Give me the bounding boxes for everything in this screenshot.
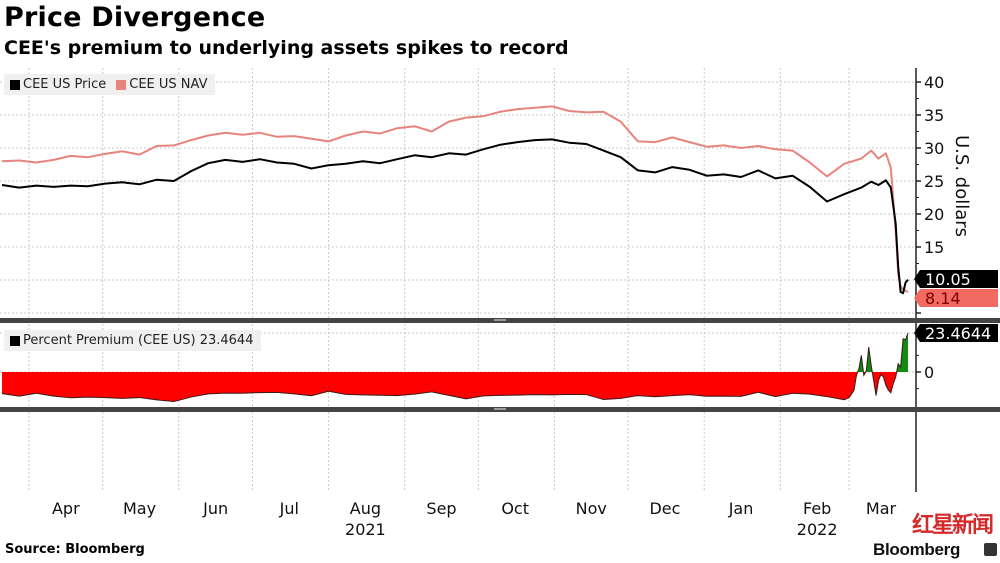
chart-subtitle: CEE's premium to underlying assets spike… — [4, 37, 569, 59]
value-callouts: 10.058.14 23.4644 — [914, 270, 998, 343]
y-tick-label: 0 — [924, 363, 934, 382]
x-tick-label: Jan — [728, 499, 754, 518]
separator-handle — [494, 408, 506, 410]
y-tick-label: 20 — [924, 205, 944, 224]
upper-legend: CEE US Price CEE US NAV — [4, 74, 216, 95]
legend-swatch-price — [10, 79, 20, 90]
lower-legend: Percent Premium (CEE US) 23.4644 — [4, 330, 262, 351]
premium-negative-area — [2, 372, 908, 402]
price-last-value-text: 10.05 — [925, 270, 971, 289]
price-last-value-bg — [914, 270, 998, 288]
nav-last-value-bg — [914, 289, 998, 307]
premium-area-series — [1, 332, 909, 403]
legend-item-price[interactable]: CEE US Price — [10, 77, 106, 92]
bloomberg-logo: Bloomberg — [873, 540, 961, 559]
y-axis-label: U.S. dollars — [951, 135, 972, 237]
y-tick-label: 25 — [924, 172, 944, 191]
chart-title: Price Divergence — [4, 2, 266, 33]
legend-swatch-premium — [10, 335, 20, 346]
legend-item-premium[interactable]: Percent Premium (CEE US) 23.4644 — [10, 333, 253, 348]
upper-grid — [0, 68, 916, 318]
legend-item-nav[interactable]: CEE US NAV — [116, 77, 207, 92]
premium-last-value-text: 23.4644 — [925, 324, 991, 343]
price-line — [1, 138, 909, 295]
x-tick-label: Feb — [803, 499, 831, 518]
nav-line — [1, 105, 909, 294]
x-tick-label: Mar — [866, 499, 897, 518]
bloomberg-chart-icon — [984, 543, 997, 556]
x-tick-label: Aug — [350, 499, 381, 518]
x-tick-label: Jun — [202, 499, 228, 518]
legend-label-nav: CEE US NAV — [129, 77, 208, 92]
premium-line — [1, 332, 909, 403]
x-tick-label: Jul — [279, 499, 299, 518]
x-tick-label: Apr — [52, 499, 80, 518]
x-tick-label: Nov — [576, 499, 607, 518]
x-year-label: 2022 — [797, 520, 838, 539]
y-tick-label: 40 — [924, 73, 944, 92]
x-tick-label: Oct — [501, 499, 529, 518]
x-tick-label: Dec — [649, 499, 680, 518]
x-tick-label: May — [123, 499, 156, 518]
source-note: Source: Bloomberg — [5, 542, 145, 557]
bottom-grid — [28, 412, 850, 492]
legend-label-premium: Percent Premium (CEE US) 23.4644 — [23, 333, 254, 348]
y-tick-label: 15 — [924, 238, 944, 257]
separator-handle — [494, 319, 506, 321]
price-lines — [1, 105, 909, 295]
watermark-logo: 红星新闻 — [912, 512, 994, 538]
nav-last-value-text: 8.14 — [925, 289, 961, 308]
x-tick-label: Sep — [426, 499, 456, 518]
y-tick-label: 35 — [924, 106, 944, 125]
legend-swatch-nav — [116, 79, 127, 90]
tick-labels: 15 20 25 30 35 40 U.S. dollars 0 Apr May Jun Jul Aug… — [52, 73, 972, 539]
x-year-label: 2021 — [345, 520, 386, 539]
premium-last-value-bg — [914, 324, 998, 342]
y-tick-label: 30 — [924, 139, 944, 158]
legend-label-price: CEE US Price — [23, 77, 107, 92]
